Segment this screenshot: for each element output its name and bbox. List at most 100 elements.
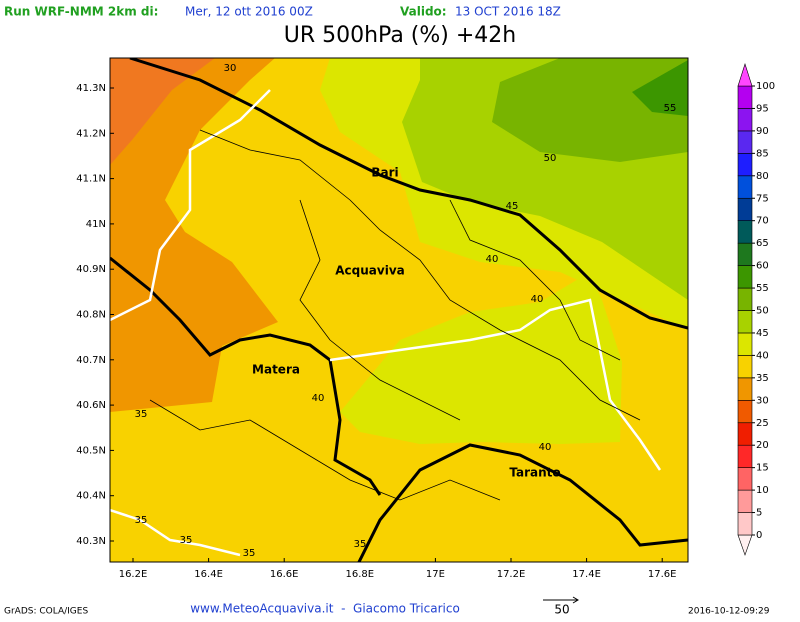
band-55-60 <box>632 60 688 116</box>
colorbar-segment <box>737 512 753 536</box>
colorbar-segment <box>737 153 753 177</box>
colorbar-label: 95 <box>756 103 769 114</box>
colorbar-segment <box>737 467 753 491</box>
band-40-45 <box>340 272 622 444</box>
lon-label: 17E <box>426 569 445 580</box>
contour-label: 30 <box>224 63 237 74</box>
contour-label: 35 <box>135 515 148 526</box>
contour-label: 35 <box>354 539 367 550</box>
site-credit: www.MeteoAcquaviva.it - Giacomo Tricaric… <box>190 602 460 616</box>
lat-label: 41N <box>86 219 106 230</box>
field <box>110 58 688 562</box>
lon-label: 17.2E <box>497 569 526 580</box>
contour-labels: 30 35 35 35 35 35 40 40 40 40 45 50 55 <box>135 63 677 559</box>
run-label: Run WRF-NMM 2km di: <box>4 5 158 19</box>
colorbar-label: 30 <box>756 395 769 406</box>
run-date: Mer, 12 ott 2016 00Z <box>185 5 313 19</box>
colorbar-label: 85 <box>756 148 769 159</box>
lat-label: 40.7N <box>76 355 106 366</box>
places: Bari Acquaviva Matera Taranto <box>252 166 561 480</box>
place-label: Bari <box>371 166 398 180</box>
place-label: Taranto <box>509 466 560 480</box>
colorbar-label: 0 <box>756 530 762 541</box>
coastline <box>110 58 688 562</box>
lon-label: 16.4E <box>194 569 223 580</box>
colorbar-segment <box>737 108 753 132</box>
colorbar-segment <box>737 85 753 109</box>
lon-label: 17.4E <box>572 569 601 580</box>
lat-label: 40.6N <box>76 400 106 411</box>
colorbar-label: 10 <box>756 485 769 496</box>
lat-label: 40.8N <box>76 310 106 321</box>
colorbar-segment <box>737 422 753 446</box>
colorbar-label: 70 <box>756 216 769 227</box>
lat-label: 41.2N <box>76 128 106 139</box>
colorbar-label: 50 <box>756 306 769 317</box>
colorbar-segment <box>737 355 753 379</box>
lat-label: 40.5N <box>76 445 106 456</box>
colorbar-high <box>737 63 753 87</box>
contour-label: 35 <box>243 548 256 559</box>
lat-label: 40.4N <box>76 491 106 502</box>
wind-scale-label: 50 <box>554 603 569 617</box>
province-borders <box>149 129 641 501</box>
colorbar-label: 25 <box>756 418 769 429</box>
colorbar-segment <box>737 444 753 468</box>
contour-label: 40 <box>539 442 552 453</box>
colorbar-segment <box>737 265 753 289</box>
colorbar-label: 65 <box>756 238 769 249</box>
lat-label: 41.1N <box>76 174 106 185</box>
lon-label: 17.6E <box>648 569 677 580</box>
colorbar-segment <box>737 399 753 424</box>
lon-label: 16.2E <box>119 569 148 580</box>
colorbar-segment <box>737 489 753 513</box>
map-area <box>109 57 689 563</box>
lon-label: 16.6E <box>270 569 299 580</box>
lat-label: 41.3N <box>76 83 106 94</box>
colorbar-segment <box>737 287 753 311</box>
band-25-30 <box>110 58 215 165</box>
colorbar: 0 5 10 15 20 25 30 35 40 45 50 55 60 65 70 75 80 85 90 95 10… <box>737 63 775 556</box>
band-30-35 <box>110 58 278 412</box>
place-label: Acquaviva <box>335 264 405 278</box>
colorbar-segment <box>737 377 753 401</box>
contour-label: 45 <box>506 201 519 212</box>
contour-label: 40 <box>531 294 544 305</box>
valid-label: Valido: <box>400 5 447 19</box>
lat-label: 40.9N <box>76 264 106 275</box>
colorbar-label: 60 <box>756 261 769 272</box>
colorbar-label: 5 <box>756 508 762 519</box>
colorbar-segment <box>737 310 753 334</box>
map-frame <box>109 57 689 563</box>
colorbar-label: 80 <box>756 171 769 182</box>
colorbar-segment <box>737 332 753 356</box>
colorbar-label: 40 <box>756 350 769 361</box>
colorbar-label: 75 <box>756 193 769 204</box>
colorbar-label: 15 <box>756 463 769 474</box>
timestamp: 2016-10-12-09:29 <box>688 607 770 617</box>
colorbar-label: 100 <box>756 81 775 92</box>
region-border <box>110 89 662 557</box>
colorbar-segment <box>737 242 753 266</box>
contour-label: 55 <box>664 103 677 114</box>
valid-date: 13 OCT 2016 18Z <box>455 5 561 19</box>
colorbar-label: 90 <box>756 126 769 137</box>
contour-label: 50 <box>544 153 557 164</box>
colorbar-segment <box>737 220 753 244</box>
colorbar-label: 20 <box>756 440 769 451</box>
lat-label: 40.3N <box>76 536 106 547</box>
colorbar-segment <box>737 175 753 199</box>
band-50-55 <box>492 58 688 162</box>
place-label: Matera <box>252 363 300 377</box>
wind-scale-arrowhead <box>572 596 579 604</box>
software-credit: GrADS: COLA/IGES <box>4 607 88 617</box>
colorbar-segment <box>737 197 753 222</box>
lon-label: 16.8E <box>346 569 375 580</box>
axes: 41.3N 41.2N 41.1N 41N 40.9N 40.8N 40.7N 40.6N 40… <box>76 83 676 580</box>
contour-label: 40 <box>312 393 325 404</box>
colorbar-label: 55 <box>756 283 769 294</box>
colorbar-label: 45 <box>756 328 769 339</box>
title: UR 500hPa (%) +42h <box>284 23 517 48</box>
